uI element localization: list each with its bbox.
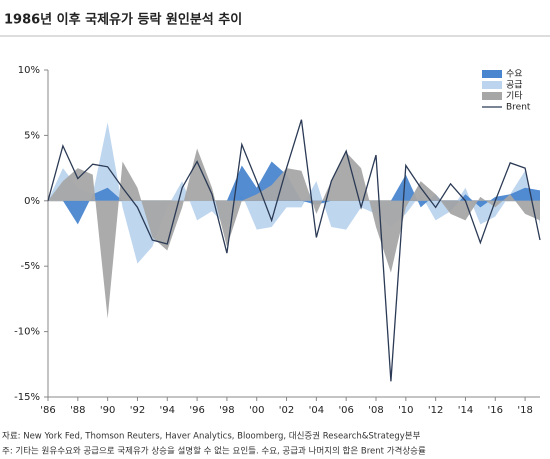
legend-swatch <box>482 70 502 78</box>
y-tick-label: -5% <box>21 261 40 272</box>
x-tick-label: '88 <box>70 405 85 416</box>
source-note: 자료: New York Fed, Thomson Reuters, Haver… <box>2 431 421 442</box>
x-tick-label: '04 <box>309 405 324 416</box>
footnote: 주: 기타는 원유수요와 공급으로 국제유가 상승을 설명할 수 없는 요인들.… <box>2 446 426 457</box>
x-tick-label: '00 <box>249 405 264 416</box>
x-tick-label: '02 <box>279 405 294 416</box>
x-tick-label: '12 <box>428 405 443 416</box>
x-tick-label: '90 <box>100 405 115 416</box>
x-tick-label: '06 <box>338 405 353 416</box>
x-tick-label: '18 <box>517 405 532 416</box>
y-tick-label: -10% <box>14 327 40 338</box>
x-tick-label: '16 <box>488 405 503 416</box>
x-tick-label: '86 <box>40 405 55 416</box>
x-tick-label: '14 <box>458 405 473 416</box>
y-tick-label: 0% <box>24 196 40 207</box>
chart-title: 1986년 이후 국제유가 등락 원인분석 추이 <box>4 12 242 28</box>
x-tick-label: '10 <box>398 405 413 416</box>
legend-label: Brent <box>506 103 531 113</box>
x-tick-label: '96 <box>189 405 204 416</box>
legend-swatch <box>482 81 502 89</box>
legend-label: 기타 <box>506 91 523 102</box>
legend-label: 수요 <box>506 69 523 80</box>
x-tick-label: '94 <box>160 405 175 416</box>
y-tick-label: 5% <box>24 130 40 141</box>
legend-label: 공급 <box>506 80 523 91</box>
y-tick-label: -15% <box>14 392 40 403</box>
x-tick-label: '98 <box>219 405 234 416</box>
x-tick-label: '08 <box>368 405 383 416</box>
x-tick-label: '92 <box>130 405 145 416</box>
line-3 <box>47 119 541 382</box>
area-2 <box>48 148 540 319</box>
y-tick-label: 10% <box>18 65 40 76</box>
legend-swatch <box>482 92 502 100</box>
